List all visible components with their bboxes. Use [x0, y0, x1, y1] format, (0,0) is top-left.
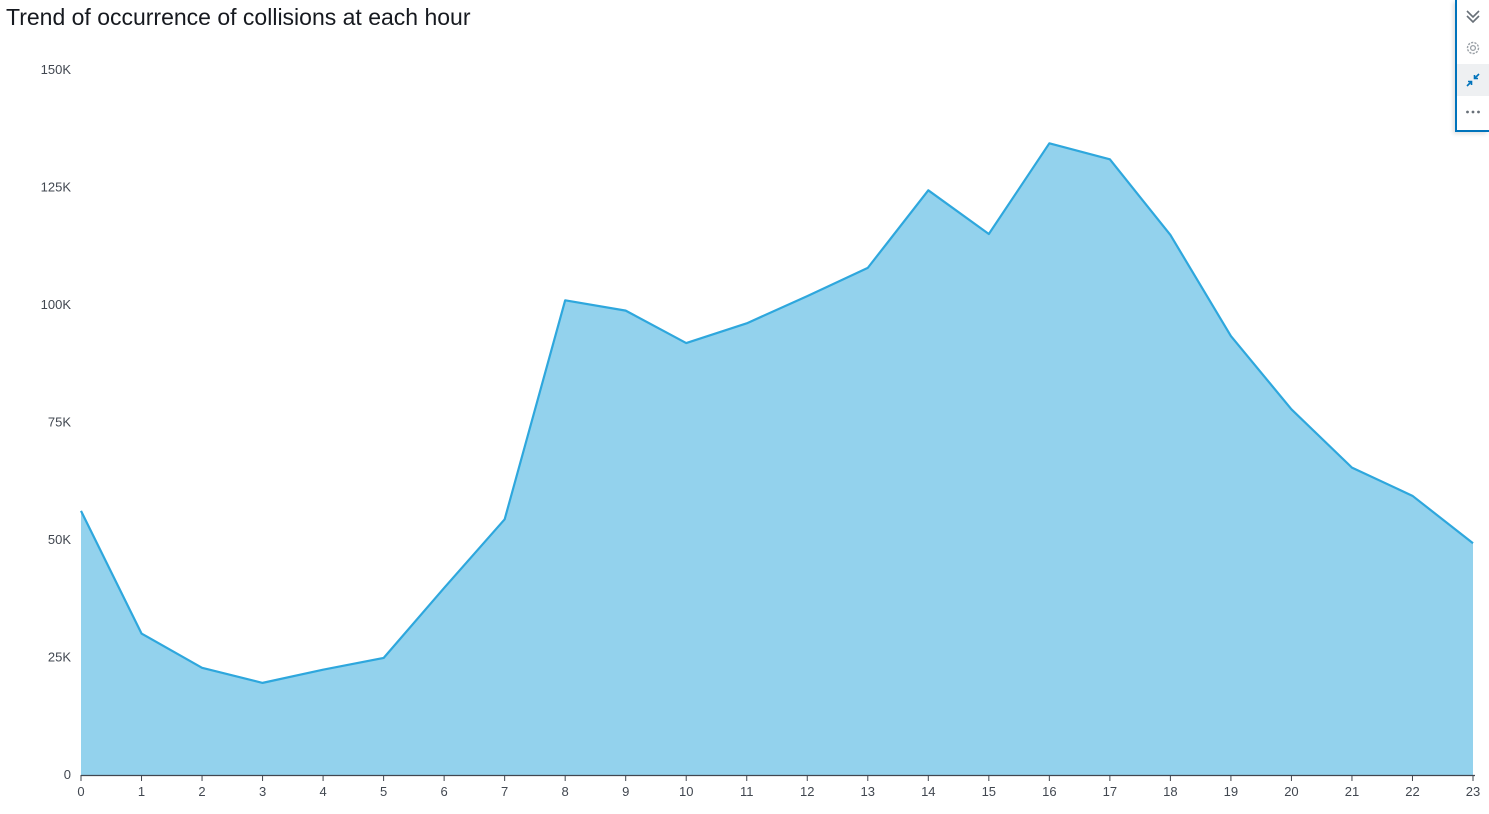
y-tick-label: 75K	[48, 415, 71, 430]
x-tick-label: 3	[259, 784, 266, 799]
x-tick-label: 7	[501, 784, 508, 799]
x-tick-label: 17	[1103, 784, 1117, 799]
y-tick-label: 25K	[48, 650, 71, 665]
x-tick-label: 19	[1224, 784, 1238, 799]
x-tick-label: 9	[622, 784, 629, 799]
x-tick-label: 6	[441, 784, 448, 799]
double-chevron-down-icon	[1466, 10, 1480, 24]
x-tick-label: 23	[1466, 784, 1480, 799]
y-tick-label: 150K	[41, 62, 72, 77]
collapse-arrows-icon	[1466, 73, 1480, 87]
more-dots-icon	[1466, 110, 1480, 114]
chart-title: Trend of occurrence of collisions at eac…	[6, 4, 471, 30]
series-line	[80, 142, 1474, 684]
visual-toolbar	[1455, 0, 1489, 132]
x-tick-label: 2	[198, 784, 205, 799]
x-tick-label: 8	[562, 784, 569, 799]
collapse-button[interactable]	[1457, 0, 1489, 32]
x-tick-label: 15	[982, 784, 996, 799]
x-tick-label: 14	[921, 784, 935, 799]
area-fill	[81, 143, 1473, 775]
x-tick-label: 22	[1405, 784, 1419, 799]
more-options-button[interactable]	[1457, 96, 1489, 128]
x-tick-label: 16	[1042, 784, 1056, 799]
x-tick-label: 20	[1284, 784, 1298, 799]
y-tick-label: 0	[64, 767, 71, 782]
y-tick-label: 50K	[48, 532, 71, 547]
x-tick-label: 4	[319, 784, 326, 799]
x-tick-label: 13	[861, 784, 875, 799]
minimize-button[interactable]	[1457, 64, 1489, 96]
y-tick-label: 125K	[41, 180, 72, 195]
x-tick-label: 0	[77, 784, 84, 799]
gear-icon	[1466, 41, 1480, 55]
x-tick-label: 1	[138, 784, 145, 799]
x-tick-label: 12	[800, 784, 814, 799]
x-tick-label: 5	[380, 784, 387, 799]
x-tick-label: 18	[1163, 784, 1177, 799]
x-tick-label: 10	[679, 784, 693, 799]
settings-button[interactable]	[1457, 32, 1489, 64]
x-tick-label: 11	[740, 784, 754, 799]
x-tick-label: 21	[1345, 784, 1359, 799]
y-tick-label: 100K	[41, 297, 72, 312]
